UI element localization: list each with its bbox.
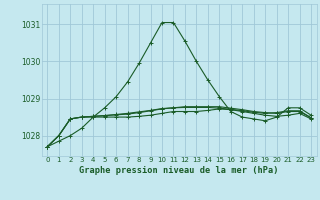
- X-axis label: Graphe pression niveau de la mer (hPa): Graphe pression niveau de la mer (hPa): [79, 166, 279, 175]
